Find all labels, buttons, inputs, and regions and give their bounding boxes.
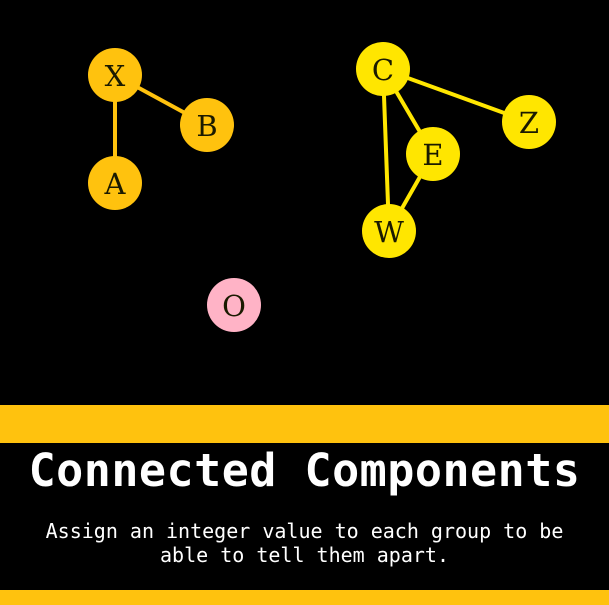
footer-band-top — [0, 405, 609, 443]
nodes-layer: X B A C Z E W O — [88, 42, 556, 332]
node-label: W — [374, 215, 404, 249]
node-x: X — [88, 48, 142, 102]
node-circle — [362, 204, 416, 258]
node-circle — [502, 95, 556, 149]
node-c: C — [356, 42, 410, 96]
node-label: E — [422, 138, 443, 172]
node-circle — [207, 278, 261, 332]
page-title: Connected Components — [28, 444, 581, 497]
node-z: Z — [502, 95, 556, 149]
node-w: W — [362, 204, 416, 258]
edge-c-w — [381, 67, 391, 233]
footer-band-bottom — [0, 590, 609, 605]
node-circle — [356, 42, 410, 96]
node-circle — [180, 98, 234, 152]
node-circle — [88, 48, 142, 102]
node-a: A — [88, 156, 142, 210]
node-e: E — [406, 127, 460, 181]
edges-layer — [113, 67, 531, 233]
node-label: C — [372, 53, 394, 87]
node-circle — [406, 127, 460, 181]
node-label: O — [222, 289, 246, 323]
node-b: B — [180, 98, 234, 152]
node-circle — [88, 156, 142, 210]
node-label: Z — [519, 106, 539, 140]
page-subtitle: Assign an integer value to each group to… — [45, 519, 564, 567]
node-o: O — [207, 278, 261, 332]
node-label: A — [104, 167, 127, 201]
graph-diagram: X B A C Z E W O — [88, 42, 556, 332]
node-label: X — [105, 59, 126, 93]
node-label: B — [196, 109, 217, 143]
